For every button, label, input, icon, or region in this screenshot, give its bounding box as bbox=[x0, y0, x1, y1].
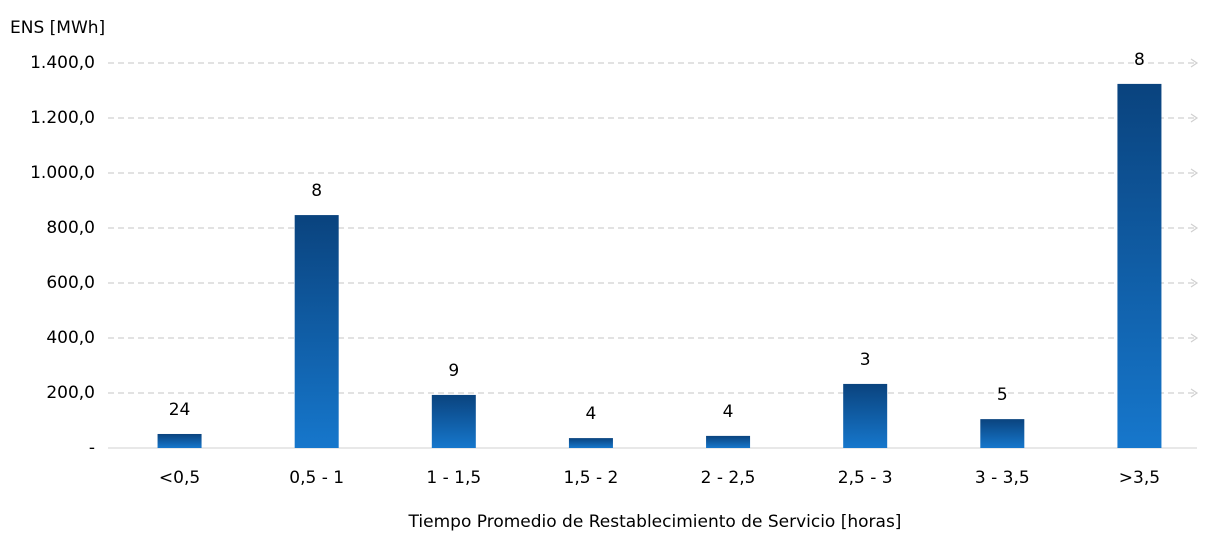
data-label: 3 bbox=[860, 350, 871, 370]
bar bbox=[294, 215, 339, 448]
x-axis-title: Tiempo Promedio de Restablecimiento de S… bbox=[408, 512, 902, 532]
bar bbox=[431, 394, 476, 448]
grid-arrow bbox=[1190, 58, 1199, 68]
y-tick-label: 200,0 bbox=[46, 383, 95, 403]
bar bbox=[1117, 83, 1162, 449]
bar bbox=[706, 435, 751, 448]
grid-arrow bbox=[1190, 333, 1199, 343]
y-tick-label: 1.000,0 bbox=[30, 163, 95, 183]
y-tick-label: 600,0 bbox=[46, 273, 95, 293]
x-tick-label: <0,5 bbox=[159, 468, 200, 488]
x-tick-label: 3 - 3,5 bbox=[975, 468, 1030, 488]
data-label: 9 bbox=[448, 361, 459, 381]
y-axis-title: ENS [MWh] bbox=[10, 18, 105, 38]
bar bbox=[980, 419, 1025, 448]
y-tick-label: - bbox=[89, 438, 95, 458]
data-label: 24 bbox=[169, 400, 191, 420]
y-tick-label: 800,0 bbox=[46, 218, 95, 238]
bar bbox=[568, 438, 613, 448]
data-label: 4 bbox=[723, 402, 734, 422]
x-tick-label: 2 - 2,5 bbox=[701, 468, 756, 488]
y-tick-label: 1.400,0 bbox=[30, 53, 95, 73]
data-label: 5 bbox=[997, 385, 1008, 405]
x-tick-label: 0,5 - 1 bbox=[289, 468, 344, 488]
grid-arrow bbox=[1190, 388, 1199, 398]
y-tick-label: 1.200,0 bbox=[30, 108, 95, 128]
bar bbox=[843, 383, 888, 448]
data-label: 8 bbox=[1134, 50, 1145, 70]
grid-arrow bbox=[1190, 168, 1199, 178]
grid-arrow bbox=[1190, 223, 1199, 233]
x-tick-label: 2,5 - 3 bbox=[838, 468, 893, 488]
x-tick-label: >3,5 bbox=[1119, 468, 1160, 488]
bar bbox=[157, 433, 202, 448]
x-tick-label: 1,5 - 2 bbox=[564, 468, 619, 488]
data-label: 8 bbox=[311, 181, 322, 201]
x-tick-label: 1 - 1,5 bbox=[426, 468, 481, 488]
grid-arrow bbox=[1190, 113, 1199, 123]
data-label: 4 bbox=[586, 404, 597, 424]
y-tick-label: 400,0 bbox=[46, 328, 95, 348]
grid-arrow bbox=[1190, 278, 1199, 288]
